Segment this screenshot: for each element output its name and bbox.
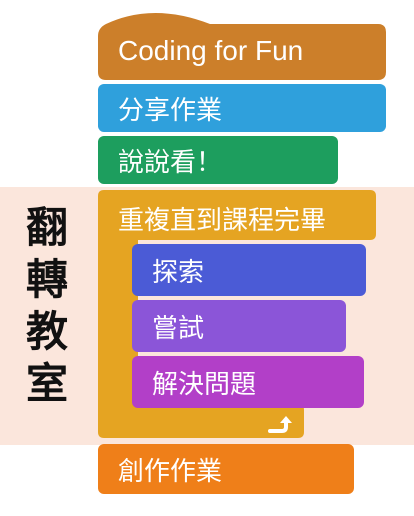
- try-block[interactable]: 嘗試: [132, 300, 346, 352]
- explore-label: 探索: [152, 257, 205, 288]
- say-label: 說說看！: [118, 147, 223, 178]
- side-label-char: 翻: [25, 203, 68, 252]
- hat-block[interactable]: [98, 6, 386, 80]
- flipped-classroom-label: 翻 轉 教 室: [8, 202, 86, 410]
- side-label-char: 室: [25, 359, 68, 408]
- try-label: 嘗試: [152, 313, 205, 344]
- repeat-until-label: 重複直到課程完畢: [118, 205, 327, 236]
- solve-problem-block[interactable]: 解決問題: [132, 356, 364, 408]
- repeat-until-block[interactable]: [98, 190, 376, 438]
- share-homework-block[interactable]: 分享作業: [98, 84, 386, 132]
- side-label-char: 轉: [25, 255, 68, 304]
- solve-problem-label: 解決問題: [152, 369, 257, 400]
- create-homework-label: 創作作業: [118, 456, 223, 487]
- side-label-char: 教: [25, 307, 68, 356]
- say-block[interactable]: 說說看！: [98, 136, 338, 184]
- hat-block-label: Coding for Fun: [118, 35, 304, 66]
- loop-arrow-icon: [268, 416, 292, 433]
- create-homework-block[interactable]: 創作作業: [98, 444, 354, 494]
- share-homework-label: 分享作業: [118, 95, 223, 126]
- explore-block[interactable]: 探索: [132, 244, 366, 296]
